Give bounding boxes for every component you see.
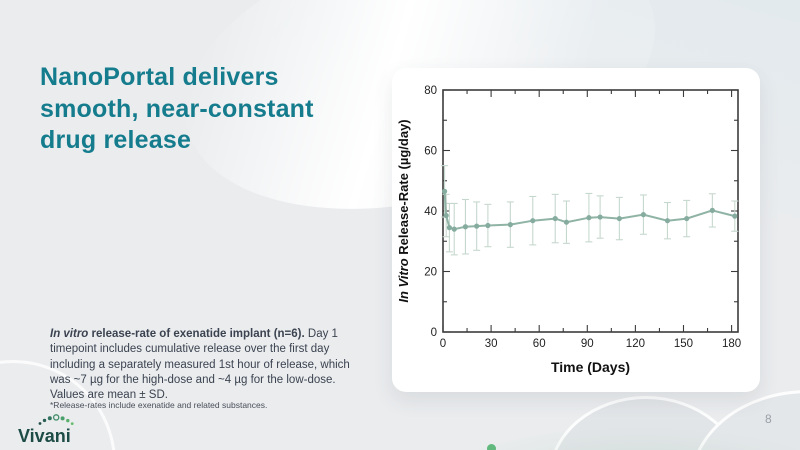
chart-axes: 0 30 60 90 120 150 180 0 20 40 60 80	[424, 85, 741, 350]
svg-text:60: 60	[424, 146, 437, 158]
caption-lead-rest: release-rate of exenatide implant (n=6).	[88, 328, 305, 340]
svg-text:120: 120	[626, 338, 645, 350]
page-number: 8	[765, 412, 772, 426]
caption-body: Day 1 timepoint includes cumulative rele…	[50, 328, 350, 402]
svg-text:30: 30	[485, 338, 498, 350]
vivani-logo-icon: Vivani	[18, 414, 74, 446]
y-axis-label: In Vitro Release-Rate (µg/day)	[396, 119, 411, 302]
error-bars	[441, 165, 739, 256]
chart-axis-labels: Time (Days) In Vitro Release-Rate (µg/day…	[396, 119, 630, 375]
svg-text:60: 60	[533, 338, 546, 350]
svg-text:80: 80	[424, 85, 437, 97]
vivani-logo: Vivani	[17, 413, 89, 450]
svg-text:0: 0	[431, 327, 437, 339]
caption-lead-italic: In vitro	[50, 328, 89, 340]
logo-wordmark: Vivani	[18, 426, 71, 446]
svg-text:90: 90	[581, 338, 594, 350]
chart-caption: In vitro release-rate of exenatide impla…	[50, 327, 372, 403]
background-green-dot	[487, 444, 496, 450]
footnote: *Release-rates include exenatide and rel…	[50, 400, 268, 410]
x-axis-label: Time (Days)	[551, 359, 630, 375]
svg-text:180: 180	[722, 338, 741, 350]
svg-text:150: 150	[674, 338, 693, 350]
release-rate-chart: 0 30 60 90 120 150 180 0 20 40 60 80 Time (Days) In V…	[396, 85, 741, 375]
slide-title: NanoPortal delivers smooth, near-constan…	[40, 63, 314, 154]
logo-dots-arc	[38, 414, 74, 425]
chart-card: 0 30 60 90 120 150 180 0 20 40 60 80 Time (Days) In V…	[392, 68, 760, 392]
svg-text:20: 20	[424, 267, 437, 279]
data-point-markers	[442, 188, 738, 232]
caption-lead: In vitro release-rate of exenatide impla…	[50, 328, 305, 340]
svg-text:40: 40	[424, 206, 437, 218]
svg-text:0: 0	[440, 338, 446, 350]
